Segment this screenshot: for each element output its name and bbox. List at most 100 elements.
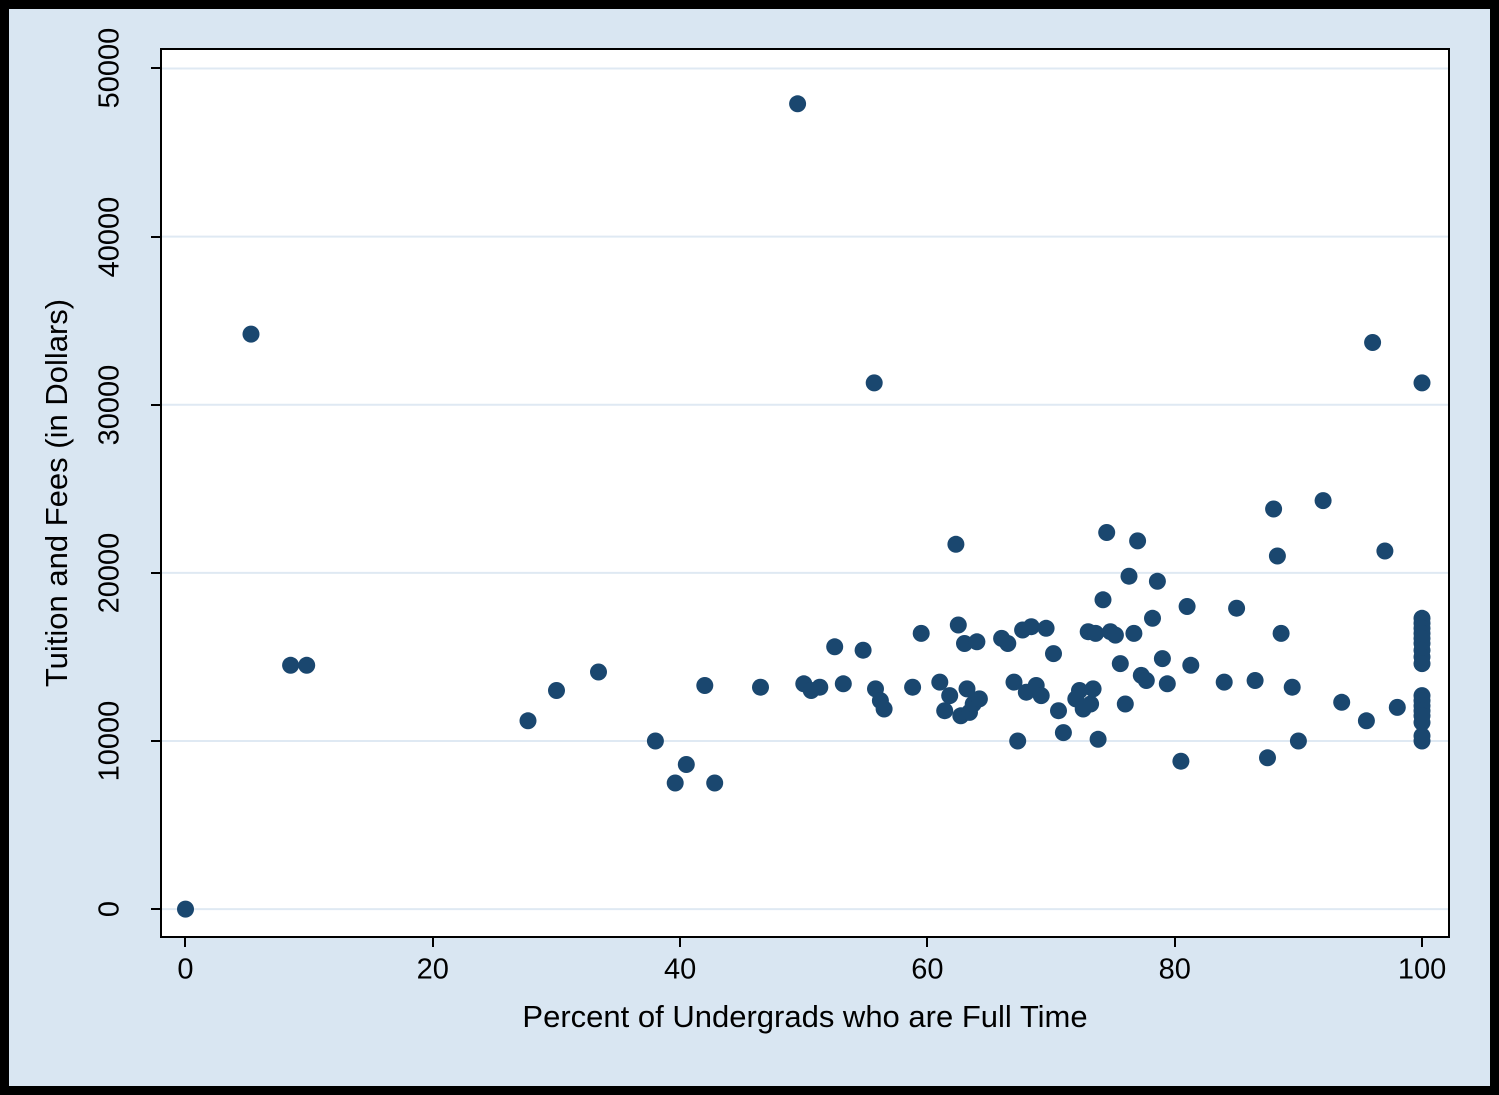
data-point	[811, 678, 829, 696]
data-point	[677, 756, 695, 773]
data-point	[1333, 693, 1351, 711]
data-point	[941, 687, 959, 705]
data-point	[1246, 672, 1264, 689]
data-point	[1388, 698, 1406, 716]
x-tick-mark	[1421, 938, 1424, 947]
data-point	[706, 774, 724, 792]
data-point	[752, 678, 769, 696]
data-point	[1071, 682, 1088, 699]
data-point	[177, 900, 194, 918]
data-point	[1125, 624, 1143, 642]
data-point	[1158, 675, 1176, 693]
y-tick-label: 50000	[93, 28, 126, 109]
data-point	[242, 325, 260, 343]
data-point	[947, 535, 965, 553]
data-point	[1268, 547, 1286, 565]
data-point	[1022, 618, 1040, 636]
data-point	[1037, 619, 1055, 637]
data-point	[970, 690, 988, 708]
data-point	[282, 656, 300, 674]
data-point	[696, 677, 714, 694]
data-point	[666, 774, 684, 792]
data-point	[1094, 591, 1112, 609]
data-point	[1084, 680, 1102, 698]
x-axis-title: Percent of Undergrads who are Full Time	[522, 999, 1088, 1034]
data-point	[1050, 702, 1067, 720]
y-tick-mark	[151, 403, 160, 406]
y-tick-mark	[151, 739, 160, 742]
data-point	[1182, 656, 1200, 674]
data-point	[1045, 645, 1062, 663]
x-tick-mark	[926, 938, 929, 947]
data-point	[1265, 500, 1283, 518]
y-tick-label: 0	[93, 901, 126, 918]
data-point	[875, 700, 893, 718]
data-point	[936, 702, 954, 720]
data-point	[1178, 598, 1196, 615]
data-point	[590, 663, 607, 681]
data-point	[958, 680, 976, 698]
data-point	[1009, 732, 1027, 750]
data-point	[904, 678, 922, 696]
y-tick-label: 30000	[93, 364, 126, 446]
y-tick-mark	[151, 67, 160, 70]
data-point	[912, 624, 930, 642]
data-point	[1289, 732, 1307, 750]
data-point	[1005, 673, 1023, 691]
data-point	[519, 712, 537, 730]
data-point	[1098, 524, 1116, 541]
y-tick-label: 10000	[93, 700, 126, 782]
data-point	[931, 673, 949, 691]
data-point	[1087, 624, 1105, 642]
data-point	[826, 638, 844, 656]
data-point	[1413, 374, 1431, 392]
data-point	[1172, 752, 1190, 770]
data-point	[1120, 567, 1138, 585]
data-point	[1413, 655, 1431, 673]
data-point	[548, 682, 565, 699]
x-tick-label: 60	[911, 953, 944, 986]
data-point	[298, 656, 316, 674]
data-point	[1089, 730, 1107, 748]
data-point	[1148, 572, 1166, 590]
data-point	[956, 635, 973, 652]
data-point	[1111, 655, 1129, 673]
data-point	[854, 641, 872, 659]
x-tick-mark	[184, 938, 187, 947]
data-point	[1116, 695, 1134, 713]
data-point	[1228, 599, 1246, 617]
data-point	[1032, 687, 1050, 705]
y-tick-mark	[151, 908, 160, 911]
data-point	[1259, 749, 1276, 767]
y-tick-mark	[151, 235, 160, 238]
data-point	[1129, 532, 1147, 550]
x-tick-mark	[431, 938, 434, 947]
data-point	[1106, 626, 1124, 644]
y-tick-label: 40000	[93, 196, 126, 277]
plot-area	[160, 48, 1450, 938]
x-tick-label: 80	[1158, 953, 1191, 986]
y-tick-mark	[151, 571, 160, 574]
x-tick-label: 40	[663, 953, 697, 986]
data-point	[949, 616, 967, 634]
data-point	[1153, 650, 1171, 668]
y-tick-label: 20000	[93, 532, 126, 614]
data-point	[834, 675, 852, 693]
data-point	[1215, 673, 1233, 691]
data-point	[1413, 714, 1431, 731]
data-point	[1137, 672, 1155, 689]
data-point	[1272, 624, 1290, 642]
data-point	[646, 732, 664, 750]
x-tick-label: 100	[1397, 953, 1447, 986]
data-point	[1357, 712, 1375, 730]
x-tick-label: 20	[416, 953, 449, 986]
scatter-plot	[162, 67, 1448, 918]
data-point	[789, 95, 807, 113]
data-point	[999, 635, 1017, 652]
data-point	[1376, 542, 1394, 560]
x-tick-mark	[679, 938, 682, 947]
data-point	[968, 633, 986, 651]
data-point	[1054, 724, 1072, 742]
graph-region: Tuition and Fees (in Dollars) Percent of…	[9, 9, 1490, 1086]
